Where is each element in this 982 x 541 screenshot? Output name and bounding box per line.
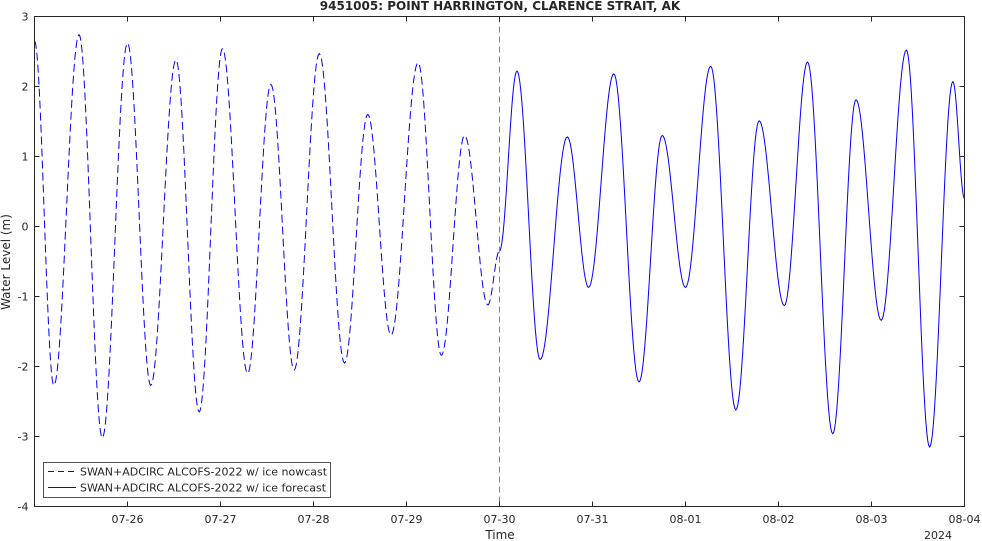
y-tick-label: 3 bbox=[22, 11, 29, 24]
y-axis: -4 -3 -2 -1 0 1 2 3 bbox=[18, 11, 965, 514]
series-lines bbox=[34, 33, 965, 448]
x-tick-label: 07-28 bbox=[298, 513, 330, 526]
series-line-nowcast bbox=[34, 33, 500, 439]
legend: SWAN+ADCIRC ALCOFS-2022 w/ ice nowcast S… bbox=[43, 462, 331, 498]
x-tick-label: 07-31 bbox=[577, 513, 609, 526]
legend-label-nowcast: SWAN+ADCIRC ALCOFS-2022 w/ ice nowcast bbox=[80, 466, 328, 479]
x-tick-label: 08-01 bbox=[670, 513, 702, 526]
x-tick-label: 08-03 bbox=[856, 513, 888, 526]
legend-box bbox=[43, 462, 331, 498]
y-tick-label: 1 bbox=[22, 151, 29, 164]
x-tick-label: 07-30 bbox=[484, 513, 516, 526]
y-tick-label: -1 bbox=[18, 291, 29, 304]
x-tick-label: 07-29 bbox=[391, 513, 423, 526]
legend-label-forecast: SWAN+ADCIRC ALCOFS-2022 w/ ice forecast bbox=[80, 482, 327, 495]
x-tick-label: 08-02 bbox=[763, 513, 795, 526]
x-tick-label: 07-27 bbox=[205, 513, 237, 526]
y-tick-label: -2 bbox=[18, 361, 29, 374]
x-tick-label: 08-04 bbox=[949, 513, 981, 526]
y-tick-label: 2 bbox=[22, 81, 29, 94]
y-tick-label: -4 bbox=[18, 501, 29, 514]
x-axis-label: Time bbox=[484, 528, 514, 541]
year-label: 2024 bbox=[924, 529, 952, 541]
x-axis: 07-26 07-27 07-28 07-29 07-30 07-31 08-01 08-02… bbox=[112, 16, 981, 526]
series-line-forecast bbox=[499, 49, 965, 448]
x-tick-label: 07-26 bbox=[112, 513, 144, 526]
y-tick-label: -3 bbox=[18, 431, 29, 444]
y-axis-label: Water Level (m) bbox=[0, 214, 13, 310]
y-tick-label: 0 bbox=[22, 221, 29, 234]
chart-title: 9451005: POINT HARRINGTON, CLARENCE STRA… bbox=[320, 0, 681, 13]
